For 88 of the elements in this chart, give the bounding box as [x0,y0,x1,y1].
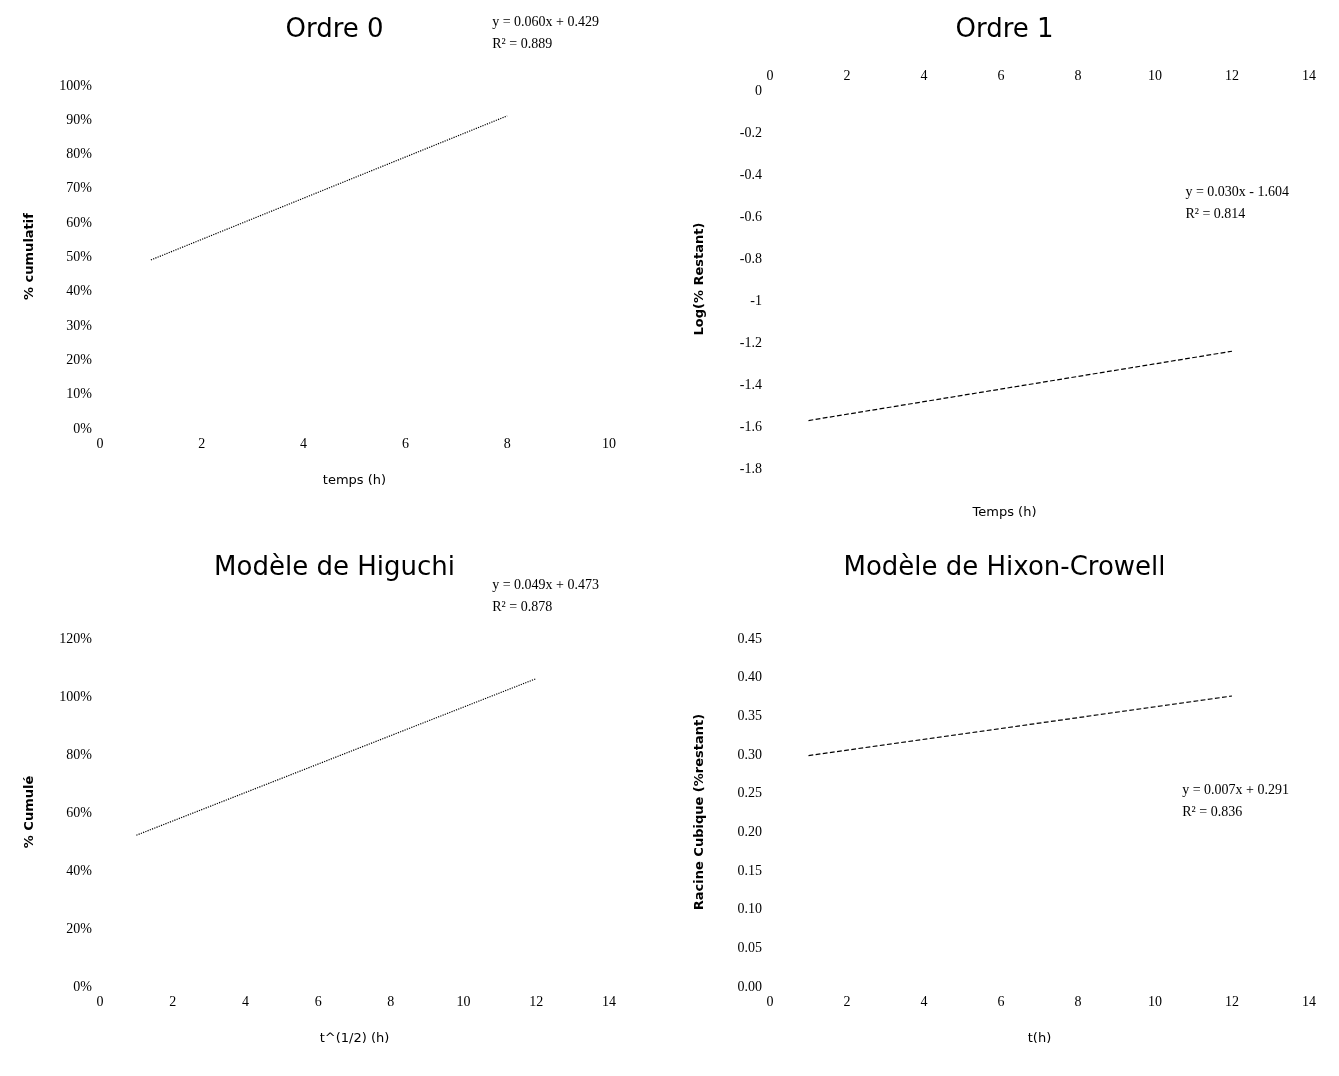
y-tick-label: -1.4 [739,376,762,392]
y-tick-label: 40% [66,283,93,299]
x-tick-label: 10 [1148,67,1162,83]
y-tick-label: 80% [66,146,93,162]
annotation: R² = 0.836 [1182,803,1243,819]
y-axis-title: % cumulatif [21,212,36,300]
y-tick-label: 70% [66,180,93,196]
x-tick-label: 10 [1148,993,1162,1009]
y-tick-label: 100% [59,688,93,704]
y-tick-label: 0.40 [737,669,762,685]
x-tick-label: 2 [843,67,851,83]
y-tick-label: 0.00 [737,978,762,994]
x-axis-title: t(h) [1027,1030,1052,1045]
annotation: y = 0.030x - 1.604 [1185,183,1289,199]
x-tick-label: 0 [96,993,104,1009]
y-tick-label: 0.45 [737,630,762,646]
y-tick-label: 0.25 [737,785,762,801]
y-tick-label: 0.20 [737,823,762,839]
x-tick-label: 14 [1302,67,1316,83]
x-tick-label: 6 [997,67,1005,83]
text: y = 0.049x + 0.473 [492,576,600,592]
y-tick-label: 40% [66,862,93,878]
text: R² = 0.878 [492,598,553,614]
text: y = 0.060x + 0.429 [492,13,600,29]
y-tick-label: 30% [66,317,93,333]
x-tick-label: 8 [1074,67,1082,83]
y-tick-label: 0 [755,82,762,98]
x-tick-label: 8 [503,435,511,451]
y-tick-label: 50% [66,249,93,264]
x-tick-label: 12 [1225,67,1239,83]
y-tick-label: -1.6 [739,418,762,434]
y-tick-label: -1.8 [739,460,762,476]
chart-title: Modèle de Higuchi [214,551,455,581]
y-tick-label: 0.30 [737,746,762,762]
x-tick-label: 2 [843,993,851,1009]
chart-title: Modèle de Hixon-Crowell [843,551,1166,581]
x-tick-label: 0 [766,993,774,1009]
y-tick-label: 100% [59,77,93,93]
y-tick-label: 0% [73,978,93,994]
y-tick-label: 0.15 [737,862,762,878]
x-tick-label: 14 [1302,993,1316,1009]
x-tick-label: 10 [456,993,471,1009]
x-tick-label: 8 [387,993,395,1009]
x-axis-title: t^(1/2) (h) [319,1030,390,1045]
y-axis-title: Racine Cubique (%restant) [691,713,706,911]
y-tick-label: -1 [750,292,762,308]
y-tick-label: -1.2 [739,334,762,350]
y-tick-label: 80% [66,746,93,762]
annotation: R² = 0.814 [1185,205,1246,221]
x-axis-title: temps (h) [322,472,387,487]
y-tick-label: 90% [66,111,93,127]
y-axis-title: Log(% Restant) [691,222,706,336]
y-tick-label: 120% [59,630,93,646]
x-axis-title: Temps (h) [971,504,1037,519]
text: R² = 0.889 [492,35,553,51]
x-tick-label: 0 [766,67,774,83]
annotation: y = 0.007x + 0.291 [1182,781,1290,797]
x-tick-label: 6 [997,993,1005,1009]
y-tick-label: -0.6 [739,208,762,224]
x-tick-label: 12 [529,993,544,1009]
x-tick-label: 8 [1074,993,1082,1009]
x-tick-label: 6 [314,993,322,1009]
x-tick-label: 0 [96,435,104,451]
y-tick-label: -0.8 [739,250,762,266]
chart-title: Ordre 1 [955,13,1054,43]
y-tick-label: 0.10 [737,901,762,917]
y-tick-label: 60% [66,214,93,230]
x-tick-label: 4 [920,67,928,83]
y-tick-label: 0% [73,420,93,436]
y-axis-title: % Cumulé [21,775,36,849]
y-tick-label: 20% [66,351,93,367]
y-tick-label: 60% [66,804,93,820]
y-tick-label: 20% [66,920,93,936]
x-tick-label: 12 [1225,993,1239,1009]
x-tick-label: 14 [602,993,616,1009]
x-tick-label: 4 [920,993,928,1009]
y-tick-label: -0.2 [739,124,762,140]
x-tick-label: 10 [602,435,616,451]
y-tick-label: 0.35 [737,707,762,723]
x-tick-label: 4 [241,993,249,1009]
y-tick-label: -0.4 [739,166,762,182]
x-tick-label: 2 [198,435,206,451]
x-tick-label: 2 [169,993,177,1009]
x-tick-label: 6 [401,435,409,451]
chart-title: Ordre 0 [285,13,384,43]
x-tick-label: 4 [300,435,308,451]
y-tick-label: 10% [66,386,93,402]
y-tick-label: 0.05 [737,939,762,955]
